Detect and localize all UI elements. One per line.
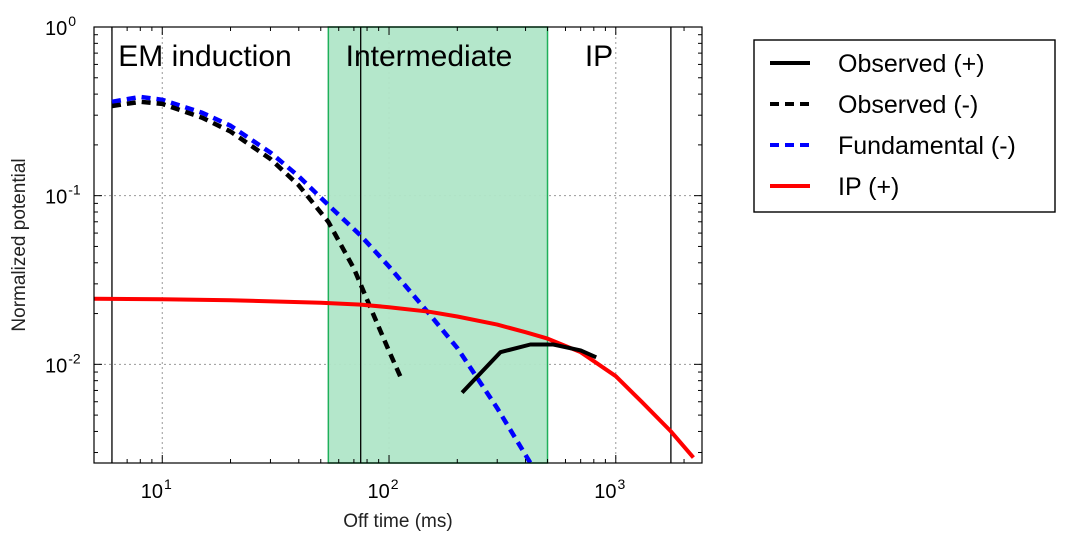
y-tick-label: 100 — [45, 13, 76, 40]
region-label-ip: IP — [585, 40, 613, 73]
legend-label-observed: Observed (-) — [838, 91, 978, 119]
regions — [327, 26, 549, 464]
legend-label-ip: IP (+) — [838, 173, 899, 201]
series-line-fundamental — [111, 94, 533, 463]
series-lines — [94, 94, 695, 463]
x-tick-label: 103 — [594, 476, 625, 503]
series-line-observed — [111, 99, 403, 378]
region-label-em-induction: EM induction — [118, 40, 291, 73]
series-line-ip — [94, 296, 695, 459]
region-labels: EM induction Intermediate IP — [118, 40, 613, 73]
series-line-observed — [460, 342, 598, 394]
legend-label-fundamental: Fundamental (-) — [838, 132, 1016, 160]
y-axis-label: Normalized potential — [9, 158, 30, 331]
y-tick-label: 10-2 — [45, 350, 81, 377]
region-label-intermediate: Intermediate — [346, 40, 513, 73]
x-tick-label: 101 — [141, 476, 172, 503]
plot-frame — [93, 26, 703, 464]
legend-label-observed: Observed (+) — [838, 50, 985, 78]
x-axis-label: Off time (ms) — [343, 511, 452, 532]
legend-box — [753, 39, 1056, 213]
y-tick-label: 10-1 — [45, 182, 81, 209]
legend: Observed (+) Observed (-) Fundamental (-) I… — [753, 39, 1056, 213]
region-intermediate-shade — [327, 26, 549, 464]
x-tick-label: 102 — [367, 476, 398, 503]
